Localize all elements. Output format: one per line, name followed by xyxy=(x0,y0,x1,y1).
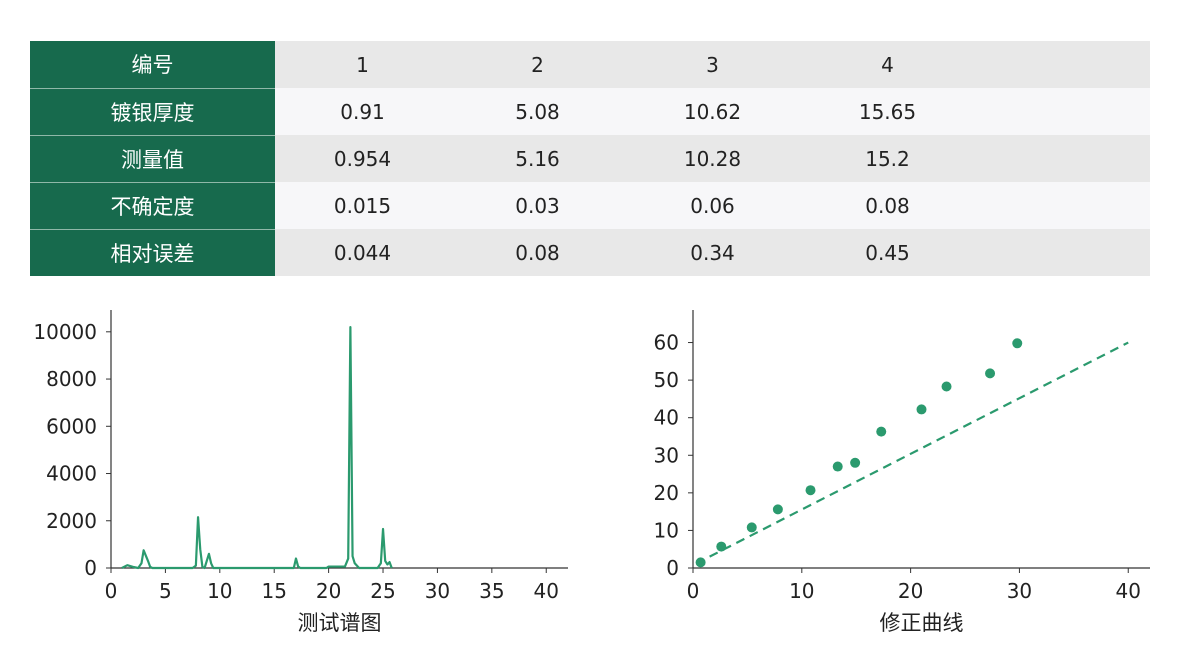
table-spacer-cell xyxy=(975,41,1150,88)
y-tick-label: 50 xyxy=(654,368,679,392)
x-tick-label: 30 xyxy=(425,579,450,603)
row-label: 不确定度 xyxy=(30,182,275,230)
table-row: 镀银厚度 0.91 5.08 10.62 15.65 xyxy=(30,88,1150,136)
table-cell: 15.65 xyxy=(800,88,975,135)
row-label: 相对误差 xyxy=(30,229,275,276)
spectrum-series-line xyxy=(121,325,393,570)
y-tick-label: 6000 xyxy=(46,414,97,438)
table-spacer-cell xyxy=(975,229,1150,276)
table-row: 相对误差 0.044 0.08 0.34 0.45 xyxy=(30,229,1150,276)
table-cell: 0.015 xyxy=(275,182,450,229)
x-tick-label: 0 xyxy=(105,579,118,603)
data-point xyxy=(772,504,783,515)
x-tick-label: 20 xyxy=(316,579,341,603)
table-cell: 0.45 xyxy=(800,229,975,276)
column-header: 1 xyxy=(275,41,450,88)
table-header-row: 编号 1 2 3 4 xyxy=(30,41,1150,89)
table-cell: 0.954 xyxy=(275,135,450,182)
table-cell: 10.62 xyxy=(625,88,800,135)
table-spacer-cell xyxy=(975,88,1150,135)
y-tick-label: 8000 xyxy=(46,367,97,391)
table-cell: 0.91 xyxy=(275,88,450,135)
x-tick-label: 10 xyxy=(789,579,814,603)
data-point xyxy=(716,541,727,552)
table-cell: 0.08 xyxy=(800,182,975,229)
y-tick-label: 0 xyxy=(666,556,679,580)
data-point xyxy=(916,404,927,415)
x-tick-label: 40 xyxy=(1116,579,1141,603)
fit-line xyxy=(695,341,1129,565)
x-axis-title: 测试谱图 xyxy=(298,611,382,635)
table-row: 不确定度 0.015 0.03 0.06 0.08 xyxy=(30,182,1150,230)
table-cell: 0.044 xyxy=(275,229,450,276)
data-point xyxy=(695,557,706,568)
spectrum-line-chart: 0 5 10 15 20 25 30 35 40 0 2000 4000 6000 8000 10000 测试… xyxy=(33,310,568,635)
x-tick-label: 30 xyxy=(1007,579,1032,603)
row-label: 镀银厚度 xyxy=(30,88,275,136)
y-tick-label: 10 xyxy=(654,518,679,542)
table-cell: 5.16 xyxy=(450,135,625,182)
x-tick-label: 10 xyxy=(207,579,232,603)
data-point xyxy=(746,522,757,533)
y-tick-label: 40 xyxy=(654,406,679,430)
data-point xyxy=(850,457,861,468)
table-spacer-cell xyxy=(975,182,1150,229)
data-table: 编号 1 2 3 4 镀银厚度 0.91 5.08 10.62 15.65 测量… xyxy=(30,41,1150,276)
table-cell: 0.34 xyxy=(625,229,800,276)
data-point xyxy=(1012,338,1023,349)
table-cell: 0.03 xyxy=(450,182,625,229)
table-cell: 0.08 xyxy=(450,229,625,276)
x-tick-label: 15 xyxy=(261,579,286,603)
column-header: 3 xyxy=(625,41,800,88)
y-tick-label: 2000 xyxy=(46,509,97,533)
table-cell: 5.08 xyxy=(450,88,625,135)
data-point xyxy=(985,368,996,379)
data-point xyxy=(941,381,952,392)
x-axis-title: 修正曲线 xyxy=(880,611,964,635)
table-cell: 10.28 xyxy=(625,135,800,182)
table-header-label: 编号 xyxy=(30,41,275,89)
y-tick-label: 4000 xyxy=(46,462,97,486)
table-cell: 15.2 xyxy=(800,135,975,182)
x-tick-label: 20 xyxy=(898,579,923,603)
data-point xyxy=(876,426,887,437)
y-tick-label: 20 xyxy=(654,481,679,505)
y-tick-label: 10000 xyxy=(33,320,97,344)
x-tick-label: 35 xyxy=(479,579,504,603)
correction-scatter-chart: 0 10 20 30 40 0 10 20 30 40 50 60 修正曲线 xyxy=(654,310,1150,635)
x-tick-label: 5 xyxy=(159,579,172,603)
y-tick-label: 60 xyxy=(654,331,679,355)
table-row: 测量值 0.954 5.16 10.28 15.2 xyxy=(30,135,1150,183)
row-label: 测量值 xyxy=(30,135,275,183)
table-spacer-cell xyxy=(975,135,1150,182)
column-header: 4 xyxy=(800,41,975,88)
x-tick-label: 25 xyxy=(370,579,395,603)
y-tick-label: 0 xyxy=(84,556,97,580)
x-tick-label: 40 xyxy=(534,579,559,603)
data-point xyxy=(832,461,843,472)
y-tick-label: 30 xyxy=(654,443,679,467)
table-cell: 0.06 xyxy=(625,182,800,229)
data-point xyxy=(805,485,816,496)
column-header: 2 xyxy=(450,41,625,88)
x-tick-label: 0 xyxy=(687,579,700,603)
